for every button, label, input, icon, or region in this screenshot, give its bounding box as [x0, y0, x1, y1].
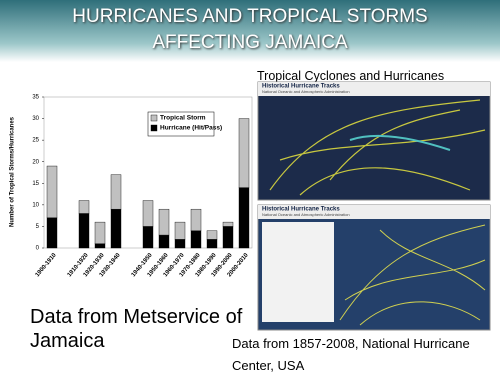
- bar-segment: [94, 221, 106, 244]
- y-tick-label: 5: [36, 224, 40, 230]
- bar-segment: [206, 230, 218, 240]
- note-left: Data from Metservice of Jamaica: [30, 306, 243, 352]
- bar-segment: [46, 165, 58, 218]
- bar-segment: [222, 221, 234, 227]
- bar-segment: [158, 234, 170, 249]
- bar-segment: [110, 174, 122, 210]
- screenshot-title: Historical Hurricane Tracks: [262, 84, 340, 90]
- legend-swatch: [150, 114, 158, 122]
- note-right: Data from 1857-2008, National Hurricane …: [232, 336, 470, 373]
- bar-segment: [174, 239, 186, 249]
- y-tick-label: 15: [32, 181, 39, 187]
- y-tick-label: 25: [32, 138, 39, 144]
- caption: Tropical Cyclones and Hurricanes: [257, 69, 445, 83]
- x-tick-label: 1900-1910: [35, 252, 58, 278]
- legend-label: Hurricane (Hit/Pass): [160, 125, 222, 132]
- y-tick-label: 0: [36, 246, 40, 252]
- screenshot-header: [258, 82, 490, 96]
- screenshot-header: [258, 205, 490, 219]
- bar-segment: [142, 200, 154, 227]
- title-band: [0, 0, 500, 62]
- bar-segment: [78, 200, 90, 214]
- legend: [147, 111, 215, 137]
- slide-title: HURRICANES AND TROPICAL STORMS AFFECTING…: [72, 6, 428, 53]
- report-panel: [262, 222, 334, 322]
- bar-segment: [142, 226, 154, 249]
- bar-segment: [110, 208, 122, 249]
- bar-segment: [238, 118, 250, 188]
- bar-segment: [174, 221, 186, 240]
- track-lines: [339, 224, 486, 326]
- screenshot-frame: [257, 81, 491, 201]
- track-lines: [269, 99, 486, 196]
- y-tick-label: 30: [32, 116, 39, 122]
- track-lines: [349, 134, 451, 151]
- bar-segment: [222, 226, 234, 249]
- legend-label: Tropical Storm: [160, 115, 206, 122]
- screenshot-1: Historical Hurricane Tracks National Oce…: [257, 81, 491, 201]
- screenshot-title: Historical Hurricane Tracks: [262, 207, 340, 213]
- bar-segment: [190, 208, 202, 231]
- legend-swatch: [150, 124, 158, 132]
- y-axis-label: Number of Tropical Storms/Hurricanes: [10, 116, 16, 227]
- bar-segment: [238, 187, 250, 249]
- bar-segment: [46, 217, 58, 249]
- screenshot-subtitle: National Oceanic and Atmospheric Adminis…: [262, 212, 350, 217]
- bar-segment: [190, 230, 202, 249]
- y-tick-label: 35: [32, 95, 39, 101]
- bar-segment: [206, 239, 218, 249]
- screenshot-subtitle: National Oceanic and Atmospheric Adminis…: [262, 89, 350, 94]
- y-tick-label: 10: [32, 202, 39, 208]
- bar-segment: [94, 243, 106, 249]
- bar-segment: [78, 213, 90, 249]
- screenshot-2: Historical Hurricane Tracks National Oce…: [257, 204, 491, 331]
- y-tick-label: 20: [32, 159, 39, 165]
- bar-segment: [158, 208, 170, 236]
